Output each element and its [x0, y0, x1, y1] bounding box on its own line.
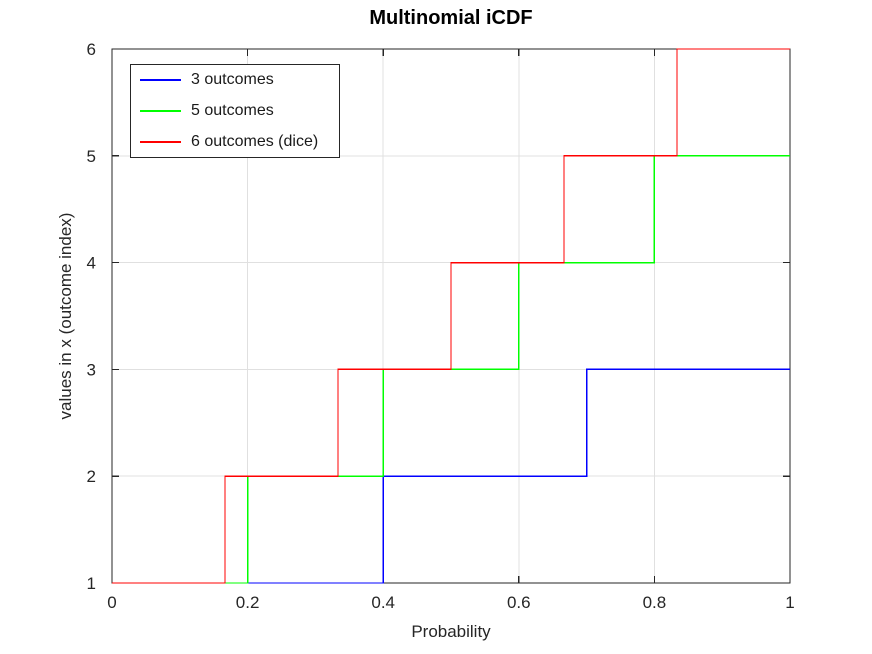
chart-title: Multinomial iCDF	[369, 7, 533, 29]
series-line-2	[112, 48, 790, 584]
x-tick-label: 0.2	[236, 593, 260, 612]
x-tick-label: 0.4	[371, 593, 395, 612]
legend-line-swatch	[140, 79, 181, 82]
legend-line-swatch	[140, 110, 181, 112]
y-tick-label: 2	[87, 467, 96, 486]
x-tick-label: 0.8	[643, 593, 667, 612]
legend: 3 outcomes 5 outcomes 6 outcomes (dice)	[130, 64, 340, 158]
y-tick-label: 3	[87, 360, 96, 379]
x-tick-label: 1	[785, 593, 794, 612]
legend-label: 3 outcomes	[191, 71, 274, 89]
y-tick-label: 6	[87, 40, 96, 59]
legend-line-swatch	[140, 140, 181, 143]
legend-label: 5 outcomes	[191, 102, 274, 119]
legend-item: 5 outcomes	[131, 96, 339, 127]
x-axis-label: Probability	[411, 622, 491, 641]
legend-item: 3 outcomes	[131, 65, 339, 96]
y-tick-label: 5	[87, 147, 96, 166]
y-tick-label: 1	[87, 574, 96, 593]
x-tick-label: 0	[107, 593, 116, 612]
y-axis-label: values in x (outcome index)	[56, 212, 75, 420]
series-line-0	[112, 368, 790, 584]
x-tick-label: 0.6	[507, 593, 531, 612]
legend-item: 6 outcomes (dice)	[131, 126, 339, 157]
legend-label: 6 outcomes (dice)	[191, 132, 319, 150]
y-tick-label: 4	[87, 254, 96, 273]
axes-box	[111, 48, 791, 584]
